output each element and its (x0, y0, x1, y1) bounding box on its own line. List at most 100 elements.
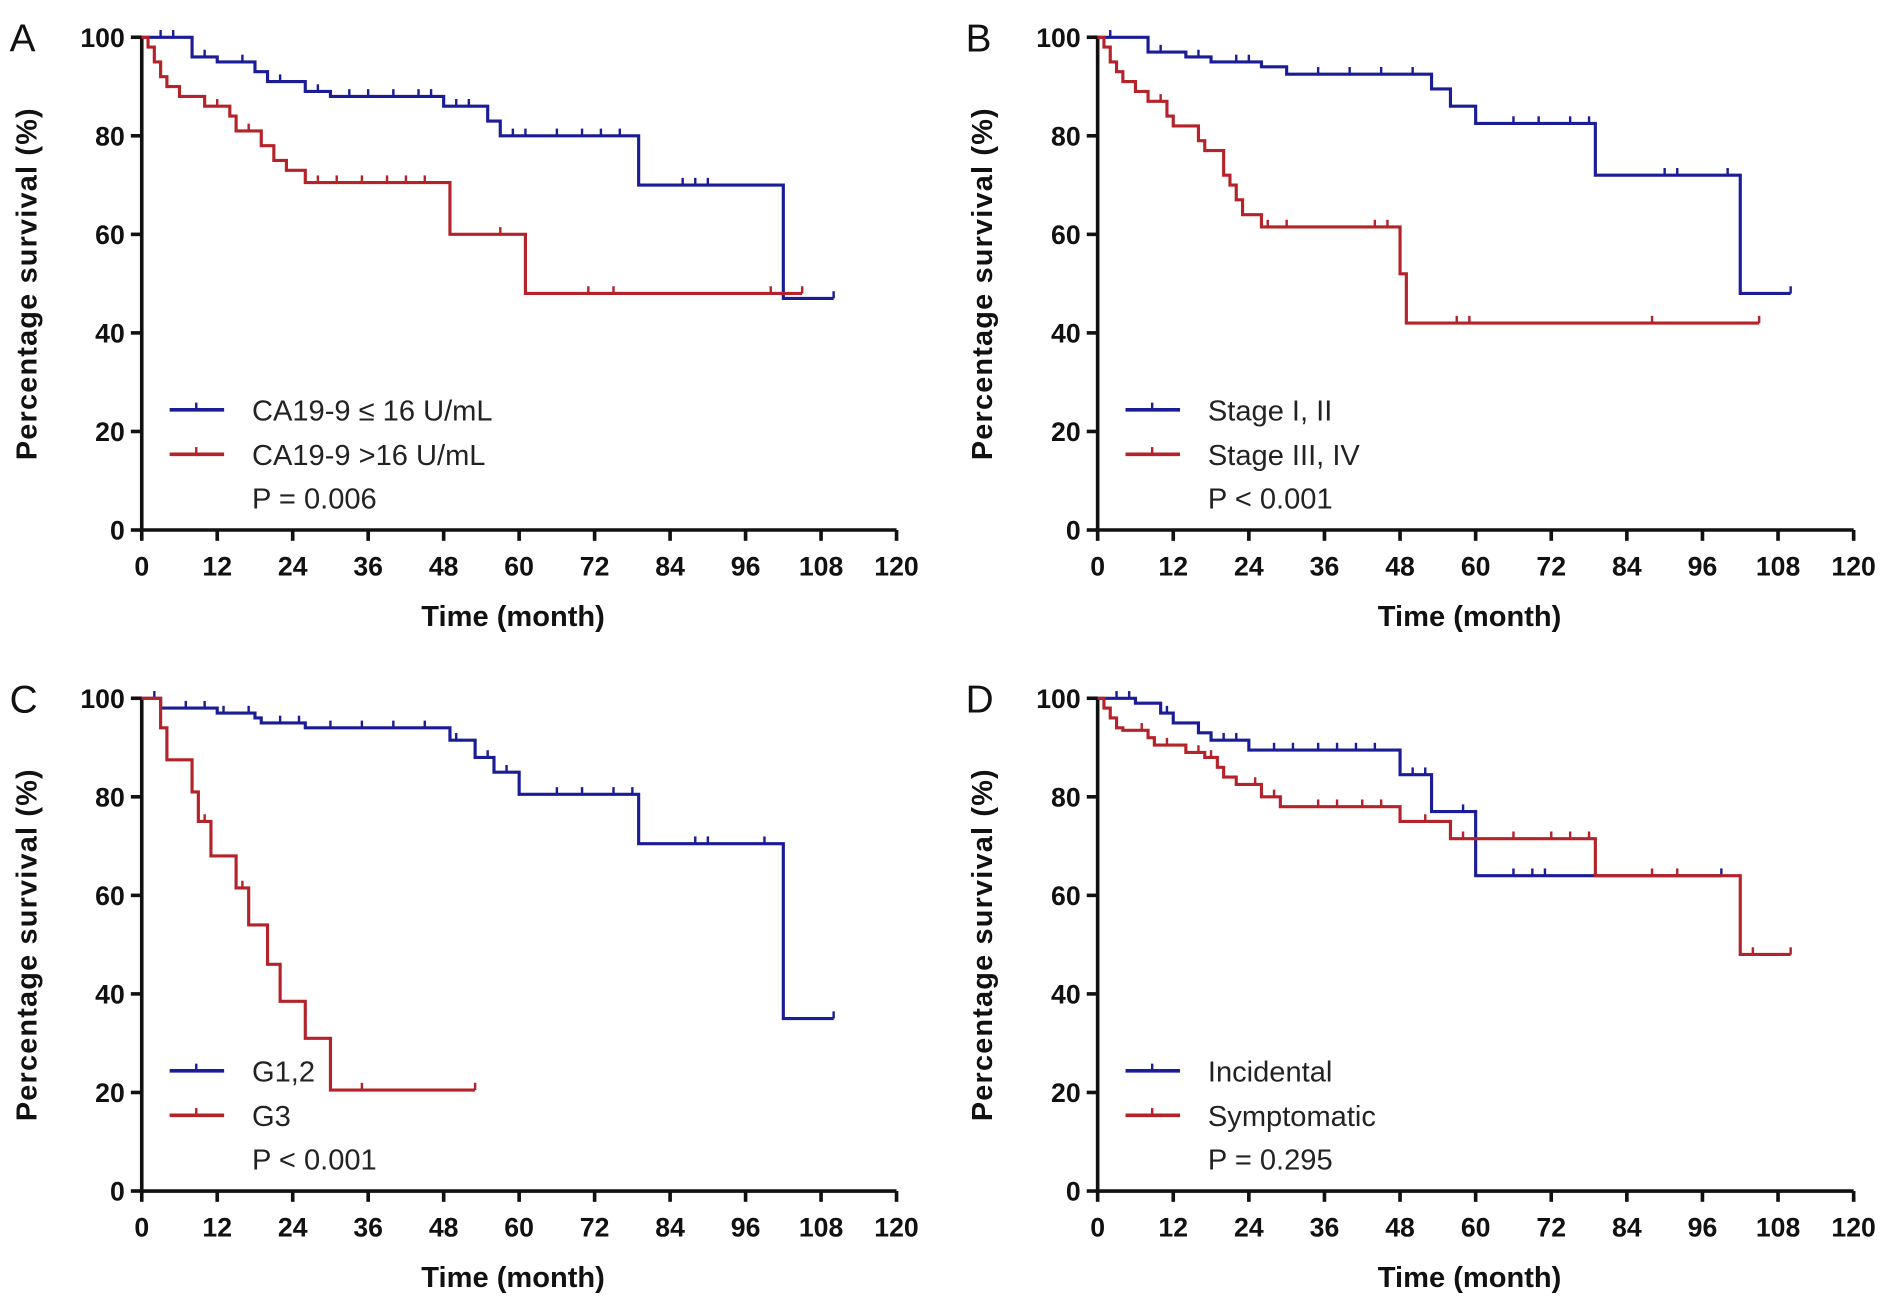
x-tick-label: 36 (1310, 552, 1340, 582)
legend-label: G1,2 (252, 1057, 315, 1089)
y-tick-label: 60 (1051, 881, 1081, 911)
y-tick-label: 100 (80, 684, 124, 714)
x-tick-label: 24 (278, 552, 308, 582)
x-tick-label: 108 (799, 1213, 843, 1243)
x-tick-label: 84 (655, 1213, 685, 1243)
panel-letter: B (966, 18, 992, 61)
x-tick-label: 24 (1234, 552, 1264, 582)
y-tick-label: 100 (1036, 684, 1080, 714)
x-tick-label: 120 (1831, 1213, 1875, 1243)
x-tick-label: 0 (134, 1213, 149, 1243)
survival-curve-blue (141, 35, 834, 300)
y-tick-label: 100 (80, 23, 124, 53)
x-axis-label: Time (month) (1378, 601, 1562, 633)
y-tick-label: 80 (95, 122, 125, 152)
x-tick-label: 48 (429, 552, 459, 582)
x-tick-label: 48 (1385, 552, 1415, 582)
x-tick-label: 0 (1090, 552, 1105, 582)
x-tick-label: 72 (1536, 1213, 1566, 1243)
x-tick-label: 96 (1688, 552, 1718, 582)
y-tick-label: 80 (1051, 122, 1081, 152)
legend-label: G3 (252, 1101, 291, 1133)
y-tick-label: 60 (1051, 220, 1081, 250)
x-tick-label: 84 (1612, 552, 1642, 582)
y-tick-label: 80 (1051, 783, 1081, 813)
panel-letter: D (966, 679, 994, 722)
x-tick-label: 36 (1310, 1213, 1340, 1243)
y-tick-label: 20 (95, 417, 125, 447)
legend-label: Symptomatic (1208, 1101, 1376, 1133)
x-tick-label: 60 (1461, 1213, 1491, 1243)
y-tick-label: 80 (95, 783, 125, 813)
y-axis-label: Percentage survival (%) (967, 768, 999, 1121)
x-tick-label: 96 (1688, 1213, 1718, 1243)
x-tick-label: 36 (353, 552, 383, 582)
legend-label: Stage III, IV (1208, 440, 1361, 472)
x-tick-label: 72 (1536, 552, 1566, 582)
x-tick-label: 12 (1158, 552, 1188, 582)
x-tick-label: 120 (874, 1213, 918, 1243)
survival-curve-red (1097, 35, 1760, 325)
y-tick-label: 40 (95, 980, 125, 1010)
y-tick-label: 60 (95, 881, 125, 911)
panel-c: C 0 20 40 60 80 100 0 12 24 36 48 60 72 84 96 108 120 Time… (10, 679, 919, 1294)
x-tick-label: 120 (1831, 552, 1875, 582)
y-tick-label: 0 (110, 1177, 125, 1207)
x-tick-label: 12 (202, 552, 232, 582)
x-tick-label: 36 (353, 1213, 383, 1243)
legend-label: CA19-9 ≤ 16 U/mL (252, 396, 493, 428)
survival-curve-blue (1097, 35, 1791, 296)
x-tick-label: 24 (1234, 1213, 1264, 1243)
x-tick-label: 12 (1158, 1213, 1188, 1243)
legend-label: CA19-9 >16 U/mL (252, 440, 485, 472)
x-tick-label: 72 (580, 1213, 610, 1243)
legend-label: Stage I, II (1208, 396, 1332, 428)
x-tick-label: 60 (504, 1213, 534, 1243)
panel-letter: C (10, 679, 38, 722)
x-tick-label: 0 (1090, 1213, 1105, 1243)
survival-curve-red (141, 35, 803, 296)
panel-a: A 0 20 40 60 80 100 0 12 24 36 48 60 72 84 96 108 120 Time… (10, 18, 919, 633)
y-axis-label: Percentage survival (%) (11, 768, 43, 1121)
y-tick-label: 0 (1066, 516, 1081, 546)
x-tick-label: 120 (874, 552, 918, 582)
panel-letter: A (10, 18, 36, 61)
panel-b: B 0 20 40 60 80 100 0 12 24 36 48 60 72 84 96 108 120 Time… (966, 18, 1876, 633)
x-tick-label: 84 (1612, 1213, 1642, 1243)
y-tick-label: 20 (95, 1078, 125, 1108)
x-axis-label: Time (month) (421, 1262, 605, 1294)
x-tick-label: 48 (1385, 1213, 1415, 1243)
y-tick-label: 40 (95, 319, 125, 349)
x-tick-label: 60 (1461, 552, 1491, 582)
x-tick-label: 108 (799, 552, 843, 582)
y-axis-label: Percentage survival (%) (11, 107, 43, 460)
panel-d: D 0 20 40 60 80 100 0 12 24 36 48 60 72 84 96 108 120 Time… (966, 679, 1876, 1294)
x-tick-label: 96 (731, 1213, 761, 1243)
x-tick-label: 72 (580, 552, 610, 582)
x-axis-label: Time (month) (1378, 1262, 1562, 1294)
y-axis-label: Percentage survival (%) (967, 107, 999, 460)
survival-curve-blue (1097, 696, 1722, 878)
y-tick-label: 0 (110, 516, 125, 546)
p-value: P = 0.295 (1208, 1144, 1333, 1176)
x-tick-label: 84 (655, 552, 685, 582)
y-tick-label: 20 (1051, 1078, 1081, 1108)
y-tick-label: 20 (1051, 417, 1081, 447)
y-tick-label: 40 (1051, 319, 1081, 349)
survival-curve-blue (141, 696, 834, 1021)
p-value: P < 0.001 (1208, 483, 1333, 515)
survival-curve-red (141, 696, 476, 1092)
survival-curve-red (1097, 696, 1791, 957)
y-tick-label: 40 (1051, 980, 1081, 1010)
x-axis-label: Time (month) (421, 601, 605, 633)
legend-label: Incidental (1208, 1057, 1332, 1089)
y-tick-label: 0 (1066, 1177, 1081, 1207)
p-value: P = 0.006 (252, 483, 377, 515)
x-tick-label: 60 (504, 552, 534, 582)
x-tick-label: 12 (202, 1213, 232, 1243)
x-tick-label: 0 (134, 552, 149, 582)
y-tick-label: 60 (95, 220, 125, 250)
x-tick-label: 48 (429, 1213, 459, 1243)
x-tick-label: 96 (731, 552, 761, 582)
